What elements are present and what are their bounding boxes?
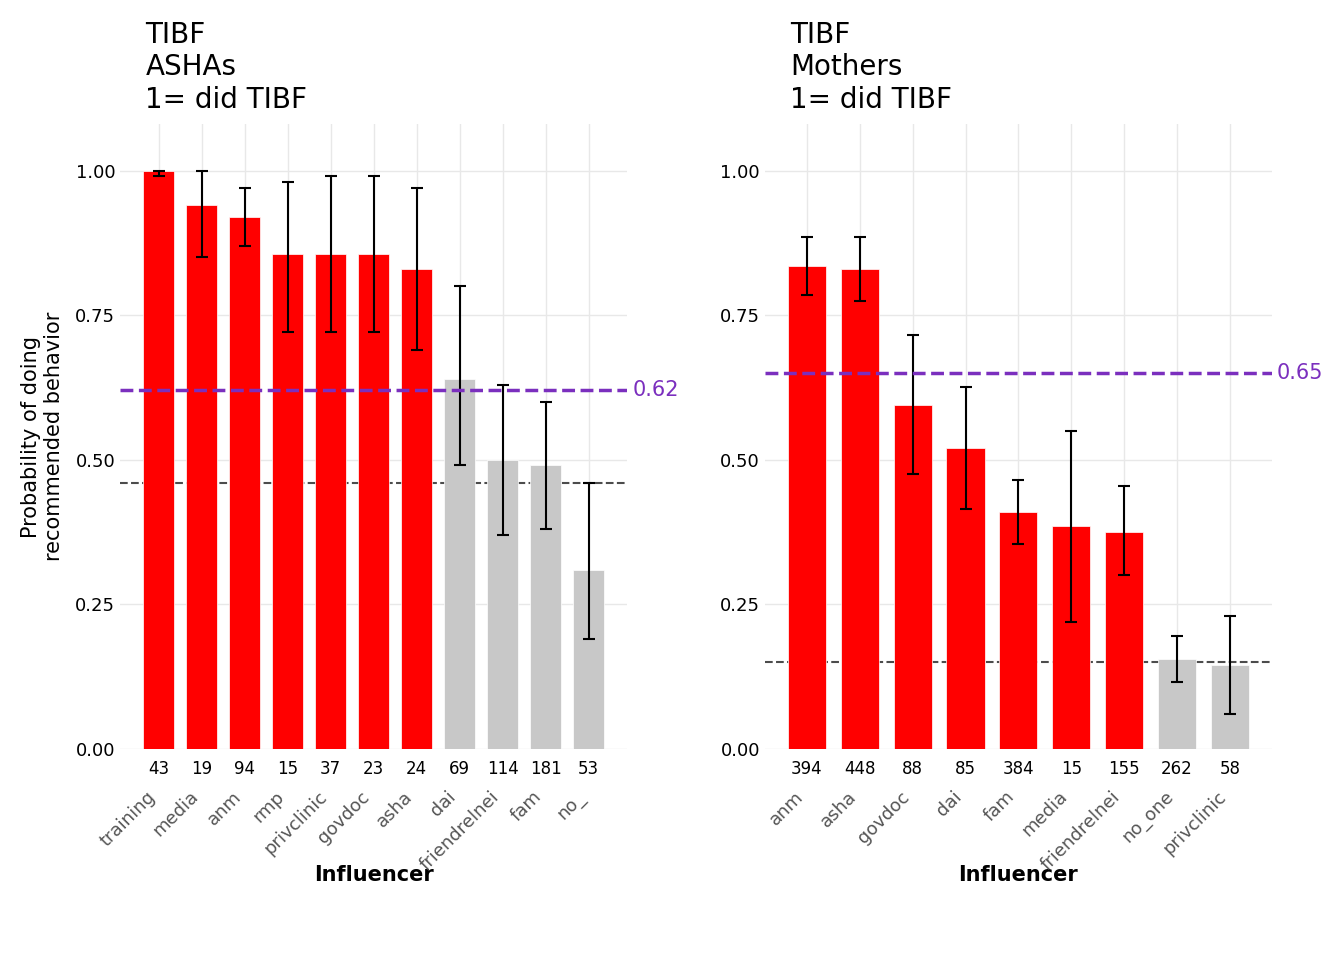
Text: 0.62: 0.62: [632, 380, 679, 400]
Bar: [946, 448, 985, 749]
Text: 88: 88: [902, 760, 923, 778]
Text: 85: 85: [956, 760, 976, 778]
Text: 262: 262: [1161, 760, 1193, 778]
Text: govdoc: govdoc: [853, 788, 913, 847]
Text: 155: 155: [1109, 760, 1140, 778]
Text: 448: 448: [844, 760, 875, 778]
Bar: [142, 171, 173, 749]
Y-axis label: Probability of doing
recommended behavior: Probability of doing recommended behavio…: [22, 312, 65, 562]
Bar: [841, 269, 879, 749]
Text: friendrelnei: friendrelnei: [1038, 788, 1124, 874]
Text: 43: 43: [148, 760, 169, 778]
Bar: [1211, 665, 1249, 749]
Text: media: media: [1019, 788, 1071, 840]
Text: 24: 24: [406, 760, 427, 778]
Bar: [573, 569, 603, 749]
Text: govdoc: govdoc: [314, 788, 374, 847]
Text: 69: 69: [449, 760, 470, 778]
Text: 58: 58: [1219, 760, 1241, 778]
Bar: [1000, 512, 1038, 749]
Bar: [1052, 526, 1090, 749]
Bar: [788, 266, 827, 749]
Text: media: media: [149, 788, 202, 840]
Text: privclinic: privclinic: [1160, 788, 1230, 858]
Text: anm: anm: [203, 788, 245, 828]
Text: privclinic: privclinic: [261, 788, 331, 858]
Text: TIBF
ASHAs
1= did TIBF: TIBF ASHAs 1= did TIBF: [145, 21, 308, 113]
Text: TIBF
Mothers
1= did TIBF: TIBF Mothers 1= did TIBF: [790, 21, 952, 113]
Text: friendrelnei: friendrelnei: [417, 788, 503, 874]
Text: no_: no_: [554, 788, 589, 823]
Bar: [530, 466, 560, 749]
X-axis label: Influencer: Influencer: [313, 865, 433, 885]
Text: asha: asha: [374, 788, 417, 830]
Text: fam: fam: [508, 788, 546, 825]
Bar: [314, 254, 345, 749]
X-axis label: Influencer: Influencer: [958, 865, 1078, 885]
Bar: [1159, 660, 1196, 749]
Bar: [358, 254, 388, 749]
Text: anm: anm: [766, 788, 806, 828]
Text: 181: 181: [530, 760, 562, 778]
Text: 15: 15: [277, 760, 298, 778]
Text: dai: dai: [427, 788, 460, 820]
Bar: [228, 217, 259, 749]
Text: 0.65: 0.65: [1277, 363, 1324, 383]
Text: asha: asha: [817, 788, 860, 830]
Bar: [894, 405, 931, 749]
Text: 19: 19: [191, 760, 212, 778]
Bar: [271, 254, 302, 749]
Bar: [444, 379, 474, 749]
Text: dai: dai: [933, 788, 965, 820]
Text: 23: 23: [363, 760, 384, 778]
Bar: [401, 269, 431, 749]
Bar: [1105, 532, 1144, 749]
Text: 384: 384: [1003, 760, 1034, 778]
Text: rmp: rmp: [249, 788, 288, 826]
Text: 15: 15: [1060, 760, 1082, 778]
Bar: [487, 460, 517, 749]
Text: 94: 94: [234, 760, 255, 778]
Text: no_one: no_one: [1118, 788, 1177, 847]
Bar: [185, 205, 216, 749]
Text: 394: 394: [792, 760, 823, 778]
Text: training: training: [97, 788, 159, 850]
Text: fam: fam: [981, 788, 1019, 825]
Text: 53: 53: [578, 760, 599, 778]
Text: 37: 37: [320, 760, 341, 778]
Text: 114: 114: [487, 760, 519, 778]
